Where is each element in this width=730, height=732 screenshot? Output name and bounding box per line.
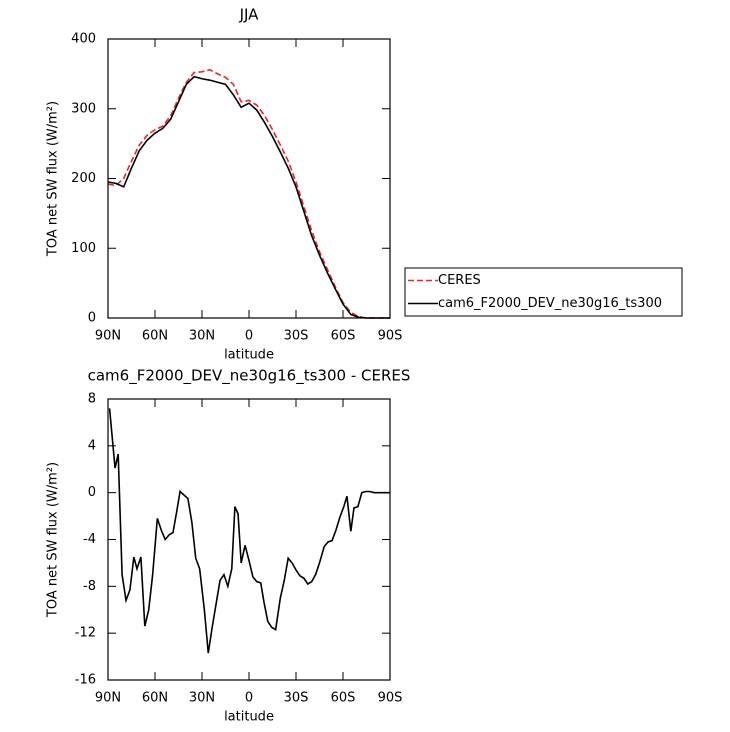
x-tick-label: 60S: [331, 691, 356, 706]
y-tick-label: 4: [88, 438, 96, 453]
x-tick-label: 30S: [284, 329, 309, 344]
plot-frame: [107, 38, 391, 319]
x-tick-label: 90S: [378, 691, 403, 706]
x-tick-label: 60S: [331, 329, 356, 344]
x-axis-label: latitude: [224, 348, 274, 363]
chart-title: JJA: [239, 6, 260, 24]
plot-frame: [107, 398, 391, 681]
y-tick-label: 8: [88, 392, 96, 407]
x-tick-label: 30N: [189, 691, 215, 706]
legend-box: [404, 267, 683, 317]
x-tick-label: 60N: [142, 329, 168, 344]
y-tick-label: -16: [75, 673, 96, 688]
x-tick-label: 30S: [284, 691, 309, 706]
y-tick-label: -8: [83, 579, 96, 594]
y-axis-label: TOA net SW flux (W/m²): [46, 462, 61, 618]
y-tick-label: 400: [71, 32, 96, 47]
x-tick-label: 90N: [95, 329, 121, 344]
y-tick-label: 300: [71, 101, 96, 116]
data-line: [108, 408, 390, 654]
y-tick-label: 200: [71, 171, 96, 186]
x-tick-label: 90N: [95, 691, 121, 706]
y-tick-label: 0: [88, 311, 96, 326]
x-tick-label: 0: [245, 691, 253, 706]
legend-label: CERES: [438, 273, 481, 288]
y-tick-label: 100: [71, 241, 96, 256]
x-tick-label: 30N: [189, 329, 215, 344]
y-tick-label: 0: [88, 485, 96, 500]
y-tick-label: -12: [75, 626, 96, 641]
y-tick-label: -4: [83, 532, 96, 547]
chart-title: cam6_F2000_DEV_ne30g16_ts300 - CERES: [88, 367, 411, 386]
data-line: [107, 75, 390, 319]
x-tick-label: 90S: [378, 329, 403, 344]
legend-label: cam6_F2000_DEV_ne30g16_ts300: [438, 296, 662, 311]
x-tick-label: 60N: [142, 691, 168, 706]
y-axis-label: TOA net SW flux (W/m²): [46, 101, 61, 257]
x-tick-label: 0: [245, 329, 253, 344]
x-axis-label: latitude: [224, 710, 274, 725]
data-line: [107, 68, 390, 319]
